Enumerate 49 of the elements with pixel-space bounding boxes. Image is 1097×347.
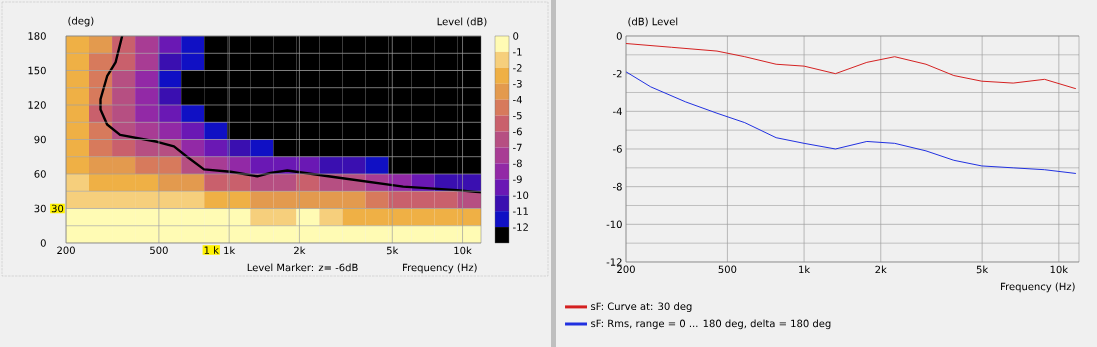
- annotation: 30: [51, 204, 64, 213]
- color-bar-label: -8: [513, 159, 522, 168]
- x-tick-label: 200: [617, 265, 635, 274]
- y-tick-label: 180: [28, 32, 46, 40]
- y-axis-title: (dB) Level: [628, 17, 678, 27]
- color-bar-label: -9: [513, 175, 522, 184]
- y-tick-label: -8: [613, 182, 622, 191]
- x-tick-label: 5k: [976, 265, 989, 274]
- x-tick-label: 10k: [454, 246, 472, 255]
- text: 1 k: [204, 246, 219, 254]
- color-bar-label: -3: [513, 79, 522, 88]
- y-tick-label: 90: [34, 135, 46, 144]
- color-bar-label: -10: [513, 191, 529, 199]
- color-bar-label: -11: [513, 207, 528, 215]
- y-tick-label: 30: [34, 204, 46, 213]
- x-axis-title: Frequency (Hz): [403, 263, 477, 274]
- color-bar-label: -12: [513, 223, 528, 231]
- legend-label: sF: Rms, range = 0 ... 180 deg, delta = 180 deg: [591, 319, 831, 330]
- x-tick-label: 500: [718, 265, 737, 274]
- y-tick-label: -12: [606, 258, 622, 266]
- color-bar-label: -5: [513, 111, 522, 120]
- y-tick-label: 0: [40, 239, 46, 247]
- y-tick-label: 120: [28, 101, 46, 109]
- color-bar-label: 0: [513, 32, 519, 40]
- y-tick-label: 150: [28, 66, 46, 75]
- x-tick-label: 500: [150, 246, 168, 255]
- x-axis-title: Frequency (Hz): [1001, 282, 1075, 293]
- y-tick-label: -4: [613, 107, 622, 115]
- x-tick-label: 200: [57, 246, 75, 255]
- x-tick-label: 5k: [386, 246, 399, 255]
- color-bar-label: -4: [513, 96, 522, 104]
- x-tick-label: 10k: [1050, 265, 1069, 274]
- y-tick-label: -6: [613, 145, 622, 153]
- y-tick-label: 0: [616, 32, 622, 40]
- y-tick-label: -10: [606, 220, 622, 229]
- x-tick-label: 2k: [875, 265, 887, 274]
- legend-label: sF: Curve at: 30 deg: [591, 302, 692, 313]
- text: Level Marker: z= -6dB: [247, 263, 358, 272]
- x-tick-label: 1k: [799, 265, 811, 274]
- x-tick-label: 2k: [294, 246, 306, 255]
- color-bar-label: -1: [513, 48, 522, 56]
- color-bar-label: -2: [513, 64, 522, 72]
- color-bar-label: -7: [513, 143, 522, 152]
- color-bar-title: Level (dB): [437, 17, 487, 27]
- y-tick-label: -2: [613, 69, 622, 78]
- y-tick-label: 60: [34, 170, 46, 178]
- color-bar-label: -6: [513, 127, 522, 136]
- x-tick-label: 1k: [224, 246, 236, 255]
- y-axis-title: (deg): [68, 16, 94, 27]
